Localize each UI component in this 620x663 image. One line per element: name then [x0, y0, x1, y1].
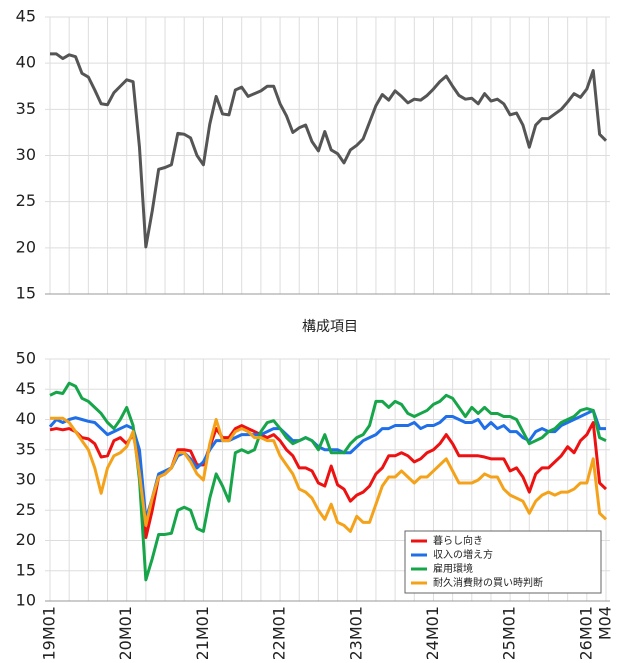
chart-title: 構成項目: [302, 319, 358, 335]
y-tick-label: 35: [16, 439, 36, 458]
x-tick-label: 26M01: [576, 606, 595, 659]
x-tick-label: 19M01: [40, 606, 59, 659]
y-tick-label: 10: [16, 591, 36, 610]
y-tick-label: 20: [16, 237, 36, 256]
y-tick-label: 30: [16, 470, 36, 489]
legend-label: 暮らし向き: [433, 534, 483, 547]
y-tick-label: 40: [16, 53, 36, 72]
legend-box: [404, 530, 602, 594]
x-tick-label: 23M01: [346, 606, 365, 659]
x-tick-label: 22M01: [270, 606, 289, 659]
y-tick-label: 50: [16, 349, 36, 368]
y-tick-label: 35: [16, 99, 36, 118]
x-tick-label: 21M01: [193, 606, 212, 659]
series-line: [49, 381, 607, 582]
y-tick-label: 40: [16, 409, 36, 428]
series-line: [50, 52, 608, 249]
legend-label: 耐久消費財の買い時判断: [433, 576, 543, 589]
y-tick-label: 25: [16, 191, 36, 210]
x-tick-label: M04: [596, 606, 615, 640]
x-tick-label: 25M01: [500, 606, 519, 659]
y-tick-label: 15: [16, 284, 36, 303]
y-tick-label: 30: [16, 145, 36, 164]
legend-label: 雇用環境: [433, 562, 473, 575]
legend-label: 収入の増え方: [433, 548, 493, 561]
y-tick-label: 25: [16, 500, 36, 519]
y-tick-label: 15: [16, 560, 36, 579]
y-tick-label: 45: [16, 379, 36, 398]
x-tick-label: 20M01: [116, 606, 135, 659]
y-tick-label: 20: [16, 530, 36, 549]
series-line: [50, 416, 608, 533]
x-tick-label: 24M01: [423, 606, 442, 659]
series-line: [48, 408, 606, 521]
y-tick-label: 45: [16, 7, 36, 26]
